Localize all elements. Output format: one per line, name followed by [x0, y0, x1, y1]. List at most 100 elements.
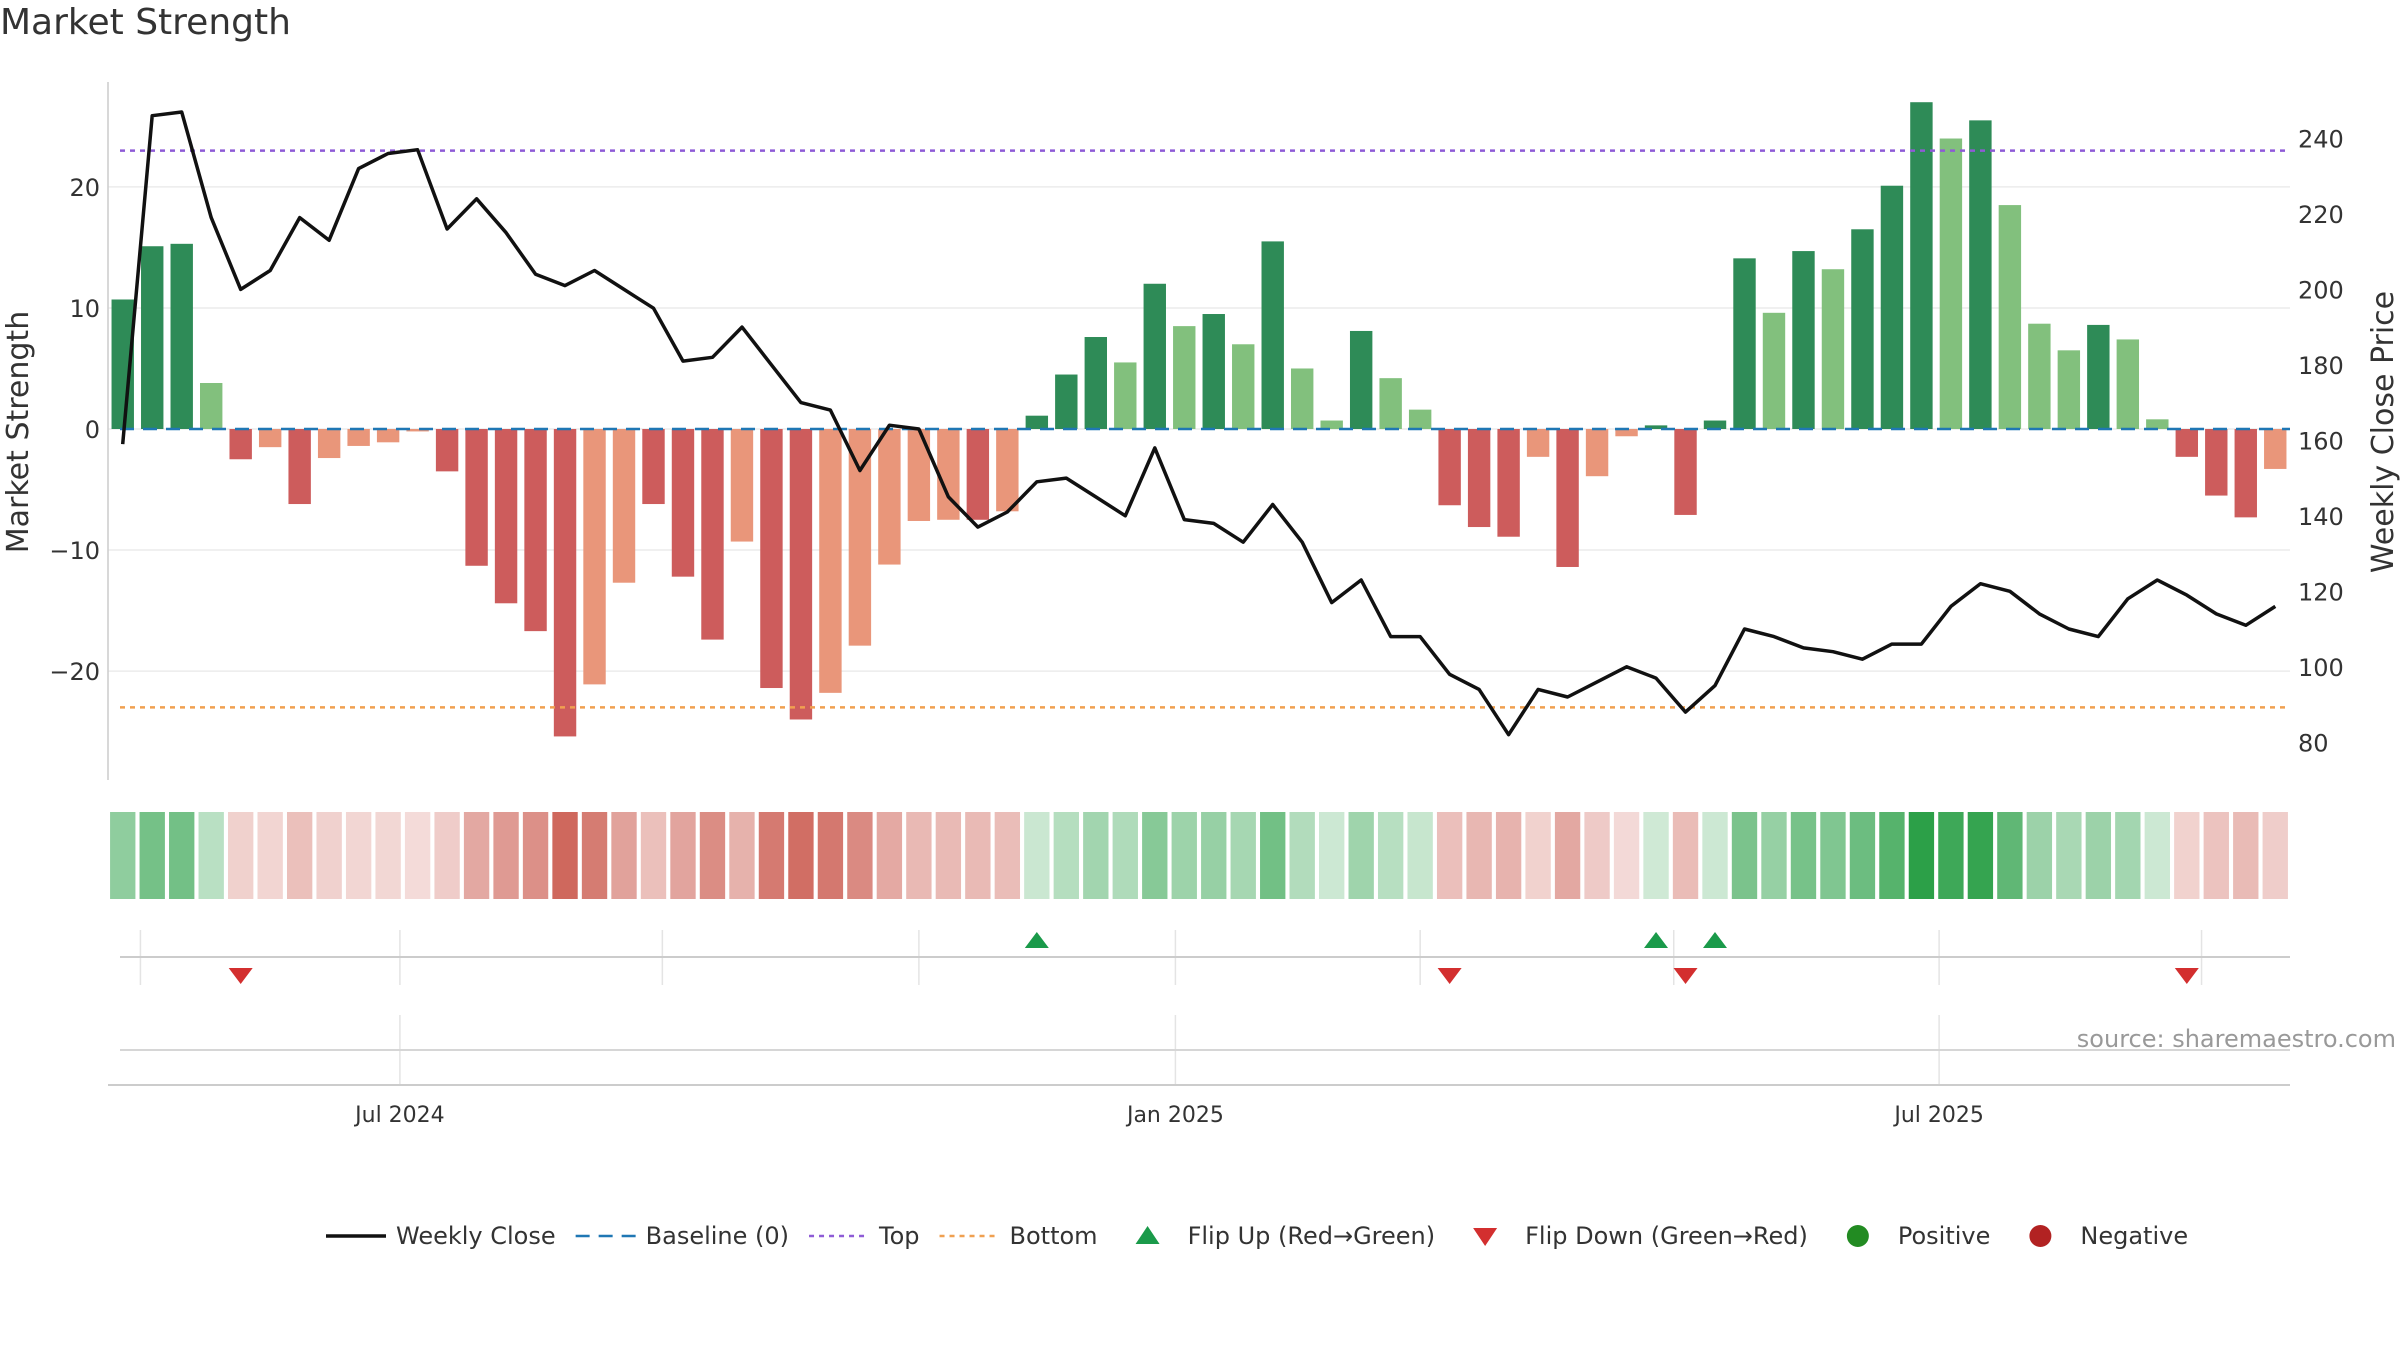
strength-bar [1055, 374, 1078, 429]
strength-bar [1202, 314, 1225, 429]
strength-bar [1408, 409, 1432, 429]
heat-cell [1466, 812, 1492, 899]
strength-bar [1497, 429, 1520, 537]
strength-bar [1703, 420, 1727, 429]
strength-bar [1173, 326, 1196, 429]
level-lines [120, 149, 2290, 709]
legend-item-flip_up: Flip Up (Red→Green) [1135, 1222, 1436, 1250]
heat-cell [1377, 812, 1404, 899]
legend-swatch-positive [1846, 1225, 1869, 1247]
strength-bar [229, 429, 252, 460]
strength-bar [848, 429, 872, 646]
strength-bar [317, 429, 341, 459]
legend-swatch-negative [2029, 1225, 2052, 1247]
heat-cell [670, 812, 696, 899]
strength-bar [966, 429, 990, 520]
heat-cell [729, 812, 755, 899]
heat-cell [1672, 812, 1699, 899]
weekly-close-line [120, 110, 2277, 737]
heat-cell [198, 812, 224, 899]
strength-bar [2116, 339, 2140, 429]
strength-bar [553, 429, 577, 737]
strength-bar [347, 429, 370, 446]
heat-cell [286, 812, 313, 899]
legend: Weekly Close Baseline (0) Top Bottom Flip Up… [326, 1222, 2188, 1250]
y2-tick-label: 120 [2298, 578, 2344, 606]
heat-cell [2026, 812, 2053, 899]
legend-item-line: Weekly Close [326, 1222, 556, 1250]
strength-bar [878, 429, 901, 565]
heat-cell [1171, 812, 1197, 899]
strength-bar [1320, 420, 1343, 429]
legend-swatch-flip-up [1135, 1226, 1160, 1244]
y-tick-label: 0 [85, 416, 100, 444]
strength-bar [2175, 429, 2199, 457]
heat-cell [2144, 812, 2170, 899]
legend-label: Weekly Close [396, 1222, 556, 1250]
heat-cell [257, 812, 283, 899]
strength-bar [701, 429, 724, 640]
strength-bars [111, 102, 2287, 737]
heat-cell [611, 812, 637, 899]
heat-cell [2056, 812, 2082, 899]
weekly-close-line-group [120, 110, 2277, 737]
heat-cell [1584, 812, 1610, 899]
strength-bar [671, 429, 695, 577]
legend-item-positive: Positive [1846, 1222, 1990, 1250]
heat-cell [1879, 812, 1905, 899]
strength-bar [1792, 251, 1815, 429]
heat-cell [1938, 812, 1964, 899]
heat-cell [906, 812, 932, 899]
flip-down-marker [228, 968, 253, 984]
legend-item-baseline: Baseline (0) [575, 1222, 789, 1250]
x-tick-label: Jul 2025 [1892, 1103, 1984, 1128]
heat-cell [699, 812, 726, 899]
heat-cell [1613, 812, 1640, 899]
legend-label: Flip Up (Red→Green) [1188, 1222, 1436, 1250]
heat-cell [965, 812, 991, 899]
strength-bar [1762, 312, 1786, 429]
y-tick-label: 10 [69, 295, 100, 323]
heat-cell [1319, 812, 1345, 899]
strength-bar [2087, 324, 2110, 429]
heat-cell [847, 812, 873, 899]
flip-down-marker [2174, 968, 2199, 984]
y-axis-title: Market Strength [1, 311, 36, 553]
strength-bar [1084, 337, 1108, 429]
heat-cell [522, 812, 549, 899]
page-title: Market Strength [0, 2, 291, 43]
heat-cell [552, 812, 578, 899]
heat-cell [581, 812, 608, 899]
strength-bar [406, 429, 429, 432]
legend-item-negative: Negative [2029, 1222, 2188, 1250]
heat-cell [463, 812, 490, 899]
strength-bar [1821, 269, 1845, 429]
strength-bar [2146, 419, 2169, 429]
heat-cell [1702, 812, 1728, 899]
strength-bar [760, 429, 783, 689]
heat-cell [1260, 812, 1286, 899]
y2-tick-label: 100 [2298, 654, 2344, 682]
legend-label: Flip Down (Green→Red) [1525, 1222, 1808, 1250]
heat-cell [1643, 812, 1669, 899]
heat-cell [434, 812, 460, 899]
heat-cell [2203, 812, 2229, 899]
y2-tick-label: 220 [2298, 201, 2344, 229]
heat-cell [1820, 812, 1846, 899]
strength-bar [494, 429, 518, 604]
strength-bar [1349, 330, 1373, 429]
strength-bar [996, 429, 1019, 512]
flip-down-marker [1437, 968, 1462, 984]
strength-bar [1526, 429, 1550, 457]
strength-bar [1379, 378, 1402, 429]
x-axis: Jul 2024 Jan 2025 Jul 2025 [108, 1015, 2290, 1128]
strength-bar [937, 429, 960, 520]
y2-axis-title: Weekly Close Price [2366, 291, 2400, 573]
heat-cell [994, 812, 1021, 899]
y2-tick-label: 180 [2298, 352, 2344, 380]
flip-down-marker [1673, 968, 1698, 984]
heat-cell [2115, 812, 2141, 899]
legend-label: Negative [2080, 1222, 2188, 1250]
y-tick-label: −20 [49, 658, 100, 686]
